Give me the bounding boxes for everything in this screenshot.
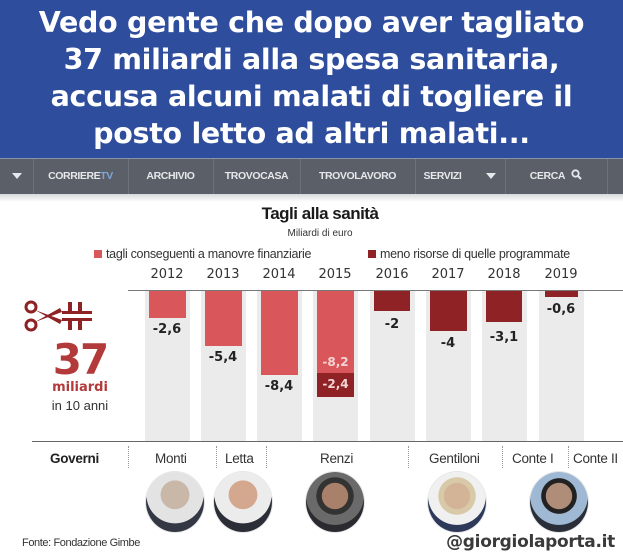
government-conte-i: Conte I	[512, 451, 554, 466]
scissors-cross-icon	[24, 300, 92, 332]
nav-label: SERVIZI	[423, 170, 462, 182]
year-label: 2014	[262, 267, 296, 282]
value-label-2017: -4	[440, 336, 456, 351]
chart-title: Tagli alla sanità	[261, 204, 379, 223]
nav-item-cerca[interactable]: CERCA	[505, 159, 607, 194]
nav-divider	[300, 159, 301, 194]
bar-2013	[205, 291, 242, 346]
governi-divider	[266, 446, 267, 468]
portrait-gentiloni	[428, 472, 486, 532]
governi-divider	[502, 446, 503, 468]
headline-line-2: 37 miliardi alla spesa sanitaria,	[63, 43, 560, 76]
bar-2019	[545, 291, 578, 297]
legend-label: tagli conseguenti a manovre finanziarie	[106, 247, 312, 261]
nav-item-corriere-tv[interactable]: CORRIERETV	[33, 159, 128, 194]
year-label: 2019	[544, 267, 578, 282]
year-label: 2017	[431, 267, 465, 282]
portrait-renzi	[306, 472, 364, 532]
nav-menu-toggle[interactable]	[0, 159, 33, 194]
search-icon	[571, 169, 582, 180]
total-cut-period: in 10 anni	[51, 398, 109, 413]
nav-divider	[505, 159, 506, 194]
chevron-down-icon	[486, 173, 497, 180]
governi-divider	[128, 446, 129, 468]
bar-2017	[430, 291, 467, 331]
author-handle: @giorgiolaporta.it	[446, 532, 615, 552]
value-label-2015-risorse: -2,4	[322, 377, 349, 391]
headline-banner: Vedo gente che dopo aver tagliato 37 mil…	[0, 0, 623, 158]
chevron-down-icon	[11, 173, 22, 180]
portrait-conte	[530, 472, 588, 532]
legend-item-manovre: tagli conseguenti a manovre finanziarie	[94, 247, 311, 261]
value-label-2012: -2,6	[152, 322, 182, 337]
source-note: Fonte: Fondazione Gimbe	[22, 537, 140, 549]
nav-divider	[213, 159, 214, 194]
nav-item-servizi[interactable]: SERVIZI	[415, 159, 505, 194]
nav-divider	[607, 159, 608, 194]
nav-item-archivio[interactable]: ARCHIVIO	[146, 170, 195, 182]
nav-label: CORRIERE	[48, 170, 101, 182]
year-label: 2013	[206, 267, 240, 282]
chart-subtitle: Miliardi di euro	[287, 228, 353, 239]
bar-2016	[374, 291, 410, 311]
nav-divider	[128, 159, 129, 194]
governi-heading: Governi	[50, 451, 99, 466]
headline-line-4: posto letto ad altri malati...	[93, 117, 530, 150]
nav-item-trovocasa[interactable]: TROVOCASA	[224, 170, 289, 182]
nav-label: CERCA	[529, 170, 565, 182]
government-gentiloni: Gentiloni	[429, 451, 480, 466]
governi-divider	[216, 446, 217, 468]
nav-item-trovolavoro[interactable]: TROVOLAVORO	[318, 170, 397, 182]
headline-line-1: Vedo gente che dopo aver tagliato	[38, 6, 585, 39]
top-axis-line	[128, 290, 623, 291]
government-monti: Monti	[155, 451, 187, 466]
value-label-2015-manovre: -8,2	[322, 355, 349, 369]
bar-2018	[486, 291, 522, 322]
government-renzi: Renzi	[320, 451, 354, 466]
year-label: 2012	[150, 267, 184, 282]
year-label: 2018	[487, 267, 521, 282]
bar-2015-manovre	[317, 291, 354, 373]
nav-divider	[33, 159, 34, 194]
value-label-2019: -0,6	[546, 302, 576, 317]
column-background	[539, 291, 584, 441]
legend-item-risorse: meno risorse di quelle programmate	[368, 247, 570, 261]
governi-divider	[568, 446, 569, 468]
bar-2012	[149, 291, 186, 318]
government-letta: Letta	[225, 451, 254, 466]
bar-2015-risorse	[317, 373, 354, 397]
column-background	[370, 291, 415, 441]
value-label-2016: -2	[384, 317, 400, 332]
legend-label: meno risorse di quelle programmate	[380, 247, 570, 261]
total-cut-value: 37	[52, 335, 109, 384]
headline-line-3: accusa alcuni malati di togliere il	[50, 80, 573, 113]
year-label: 2015	[318, 267, 352, 282]
nav-shadow	[0, 194, 623, 202]
bottom-axis-line	[32, 441, 623, 442]
value-label-2018: -3,1	[489, 330, 519, 345]
value-label-2014: -8,4	[264, 379, 294, 394]
year-label: 2016	[375, 267, 409, 282]
legend-swatch-light-red	[94, 250, 102, 258]
portrait-letta	[214, 472, 272, 532]
portrait-monti	[146, 472, 204, 532]
total-cut-unit: miliardi	[52, 380, 108, 395]
governi-divider	[408, 446, 409, 468]
bar-2014	[261, 291, 298, 375]
value-label-2013: -5,4	[208, 350, 238, 365]
government-conte-ii: Conte II	[573, 451, 618, 466]
tv-logo: TV	[100, 170, 113, 182]
site-nav-bar: CORRIERETV ARCHIVIO TROVOCASA TROVOLAVOR…	[0, 158, 623, 194]
legend-swatch-dark-red	[368, 250, 376, 258]
nav-divider	[415, 159, 416, 194]
